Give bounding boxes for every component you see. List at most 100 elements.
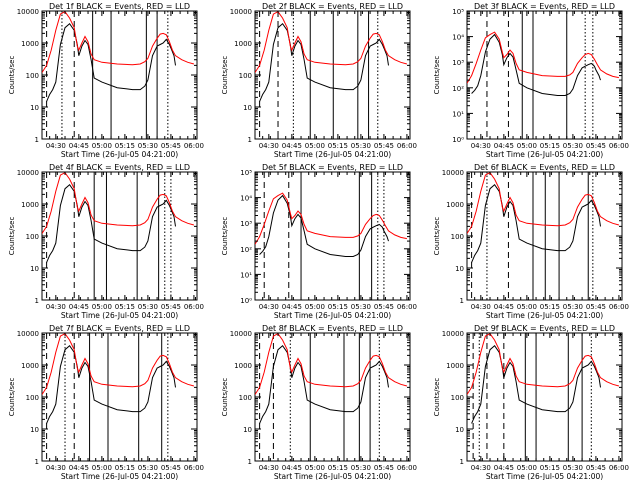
y-axis-label: Counts/sec xyxy=(433,217,441,256)
panel-title: Det 4f BLACK = Events, RED = LLD xyxy=(49,163,190,172)
x-tick-label: 06:00 xyxy=(609,142,629,150)
x-tick-label: 05:00 xyxy=(92,464,112,472)
x-axis-label: Start Time (26-Jul-05 04:21:00) xyxy=(274,311,391,320)
y-tick-label: 10⁴ xyxy=(240,195,252,203)
series-events-line xyxy=(259,22,389,102)
x-axis-label: Start Time (26-Jul-05 04:21:00) xyxy=(61,311,178,320)
y-tick-label: 100 xyxy=(239,72,252,80)
x-tick-label: 06:00 xyxy=(397,142,417,150)
y-tick-label: 10² xyxy=(452,85,464,93)
plot-frame xyxy=(41,10,198,140)
x-tick-label: 05:15 xyxy=(328,303,348,311)
x-tick-label: 05:45 xyxy=(161,142,181,150)
x-axis-label: Start Time (26-Jul-05 04:21:00) xyxy=(486,150,603,159)
x-tick-label: 05:15 xyxy=(328,142,348,150)
y-tick-label: 10¹ xyxy=(240,271,252,279)
y-tick-label: 1000 xyxy=(234,362,252,370)
x-tick-label: 06:00 xyxy=(609,464,629,472)
y-tick-label: 10¹ xyxy=(452,110,464,118)
y-tick-label: 1 xyxy=(248,136,252,144)
x-tick-label: 05:45 xyxy=(374,142,394,150)
x-tick-label: 04:45 xyxy=(494,464,514,472)
y-tick-label: 10000 xyxy=(230,330,252,338)
y-axis-label: Counts/sec xyxy=(433,56,441,95)
x-tick-label: 05:15 xyxy=(328,464,348,472)
x-tick-label: 05:15 xyxy=(115,142,135,150)
series-events-line xyxy=(471,33,601,96)
x-tick-label: 05:45 xyxy=(374,464,394,472)
x-tick-label: 06:00 xyxy=(184,303,204,311)
y-tick-label: 10⁴ xyxy=(452,34,464,42)
x-tick-label: 04:45 xyxy=(282,303,302,311)
series-events-line xyxy=(259,344,389,424)
plot-area xyxy=(42,333,195,461)
series-lld-line xyxy=(467,333,620,395)
panel-title: Det 6f BLACK = Events, RED = LLD xyxy=(474,163,615,172)
x-tick-label: 06:00 xyxy=(184,142,204,150)
plot-area xyxy=(467,172,620,300)
y-tick-label: 10³ xyxy=(240,220,252,228)
x-tick-label: 05:45 xyxy=(374,303,394,311)
y-tick-label: 100 xyxy=(26,233,39,241)
y-axis-label: Counts/sec xyxy=(8,378,16,417)
x-tick-label: 05:45 xyxy=(586,303,606,311)
y-tick-label: 1000 xyxy=(21,362,39,370)
panel-4: 1 10 100 1000 10000 04:30 04:45 05:00 05:15 05:30… xyxy=(8,163,204,320)
y-tick-label: 1000 xyxy=(446,362,464,370)
panel-title: Det 2f BLACK = Events, RED = LLD xyxy=(262,2,403,11)
x-tick-label: 05:00 xyxy=(517,464,537,472)
x-tick-label: 05:00 xyxy=(305,303,325,311)
x-tick-label: 05:30 xyxy=(138,464,158,472)
x-tick-label: 05:00 xyxy=(305,464,325,472)
y-tick-label: 1 xyxy=(460,297,464,305)
x-tick-label: 05:30 xyxy=(351,464,371,472)
x-tick-label: 04:45 xyxy=(69,303,89,311)
x-tick-label: 05:45 xyxy=(586,464,606,472)
y-tick-label: 100 xyxy=(26,394,39,402)
series-lld-line xyxy=(255,192,407,245)
y-tick-label: 10 xyxy=(455,265,464,273)
y-tick-label: 100 xyxy=(239,394,252,402)
panel-title: Det 9f BLACK = Events, RED = LLD xyxy=(474,324,615,333)
panel-2: 1 10 100 1000 10000 04:30 04:45 05:00 05:15 05:30… xyxy=(221,2,417,159)
y-tick-label: 1 xyxy=(35,136,39,144)
x-axis-label: Start Time (26-Jul-05 04:21:00) xyxy=(274,150,391,159)
y-tick-label: 10000 xyxy=(17,330,39,338)
y-tick-label: 10⁰ xyxy=(240,297,252,305)
x-tick-label: 04:30 xyxy=(471,303,491,311)
plot-frame xyxy=(466,10,623,140)
y-tick-label: 1000 xyxy=(446,201,464,209)
x-tick-label: 04:45 xyxy=(282,142,302,150)
y-tick-label: 10 xyxy=(243,426,252,434)
panel-8: 1 10 100 1000 10000 04:30 04:45 05:00 05:15 05:30… xyxy=(221,324,417,480)
y-tick-label: 10000 xyxy=(17,8,39,16)
x-tick-label: 05:00 xyxy=(92,303,112,311)
y-tick-label: 100 xyxy=(26,72,39,80)
panel-6: 1 10 100 1000 10000 04:30 04:45 05:00 05:15 05:30… xyxy=(433,163,629,320)
series-lld-line xyxy=(467,31,619,84)
y-tick-label: 10⁵ xyxy=(452,8,464,16)
y-tick-label: 1000 xyxy=(21,201,39,209)
x-tick-label: 04:30 xyxy=(259,303,279,311)
y-axis-label: Counts/sec xyxy=(221,56,229,95)
x-tick-label: 05:15 xyxy=(115,464,135,472)
y-tick-label: 100 xyxy=(451,394,464,402)
x-axis-label: Start Time (26-Jul-05 04:21:00) xyxy=(486,472,603,480)
plot-area xyxy=(467,11,619,139)
y-tick-label: 1 xyxy=(35,458,39,466)
y-tick-label: 1000 xyxy=(234,40,252,48)
series-events-line xyxy=(46,22,176,102)
series-lld-line xyxy=(42,333,195,395)
series-lld-line xyxy=(42,11,195,73)
y-axis-label: Counts/sec xyxy=(8,217,16,256)
x-axis-label: Start Time (26-Jul-05 04:21:00) xyxy=(274,472,391,480)
x-tick-label: 05:45 xyxy=(586,142,606,150)
plot-frame xyxy=(254,332,411,462)
x-tick-label: 05:00 xyxy=(517,142,537,150)
x-tick-label: 05:15 xyxy=(540,303,560,311)
y-tick-label: 10000 xyxy=(230,8,252,16)
plot-frame xyxy=(466,171,623,301)
x-tick-label: 05:30 xyxy=(351,142,371,150)
series-lld-line xyxy=(467,172,620,234)
plot-frame xyxy=(466,332,623,462)
